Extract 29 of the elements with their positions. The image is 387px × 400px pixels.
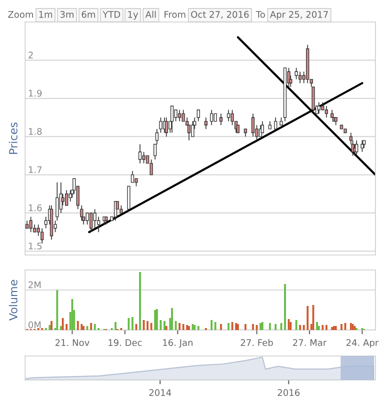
text: 3m — [60, 10, 74, 18]
x-tick-label: 21. Nov — [55, 339, 90, 346]
x-tick-label: 16. Jan — [163, 339, 192, 348]
x-tick-label: 2016 — [278, 389, 300, 396]
x-tick-label: 24. Apr — [346, 339, 379, 348]
text: YTD — [102, 11, 120, 18]
text: Apr 25, 2017 — [270, 10, 328, 20]
text: To — [256, 11, 265, 18]
text: Oct 27, 2016 — [191, 10, 249, 19]
y-tick-label: 1.7 — [28, 166, 42, 173]
y-tick-label: 0M — [28, 321, 41, 328]
text: From — [164, 11, 186, 18]
x-tick-label: 19. Dec — [108, 339, 142, 346]
y-tick-label: 1.9 — [28, 90, 42, 97]
y-tick-label: 1.8 — [28, 128, 42, 135]
x-tick-label: 27. Mar — [293, 339, 327, 346]
y-tick-label: 2M — [28, 281, 41, 288]
x-tick-label: 2014 — [149, 389, 172, 396]
y-axis-title: Volume — [8, 280, 18, 321]
y-tick-label: 2 — [28, 52, 33, 58]
text: 1m — [39, 11, 52, 18]
y-axis-title: Prices — [8, 122, 18, 154]
text: All — [145, 10, 156, 18]
text: 1y — [128, 11, 138, 20]
x-tick-label: 27. Feb — [240, 339, 273, 346]
y-tick-label: 1.6 — [28, 204, 42, 212]
text: 6m — [82, 10, 95, 18]
y-tick-label: 1.5 — [28, 242, 42, 250]
text: Zoom — [8, 11, 33, 18]
